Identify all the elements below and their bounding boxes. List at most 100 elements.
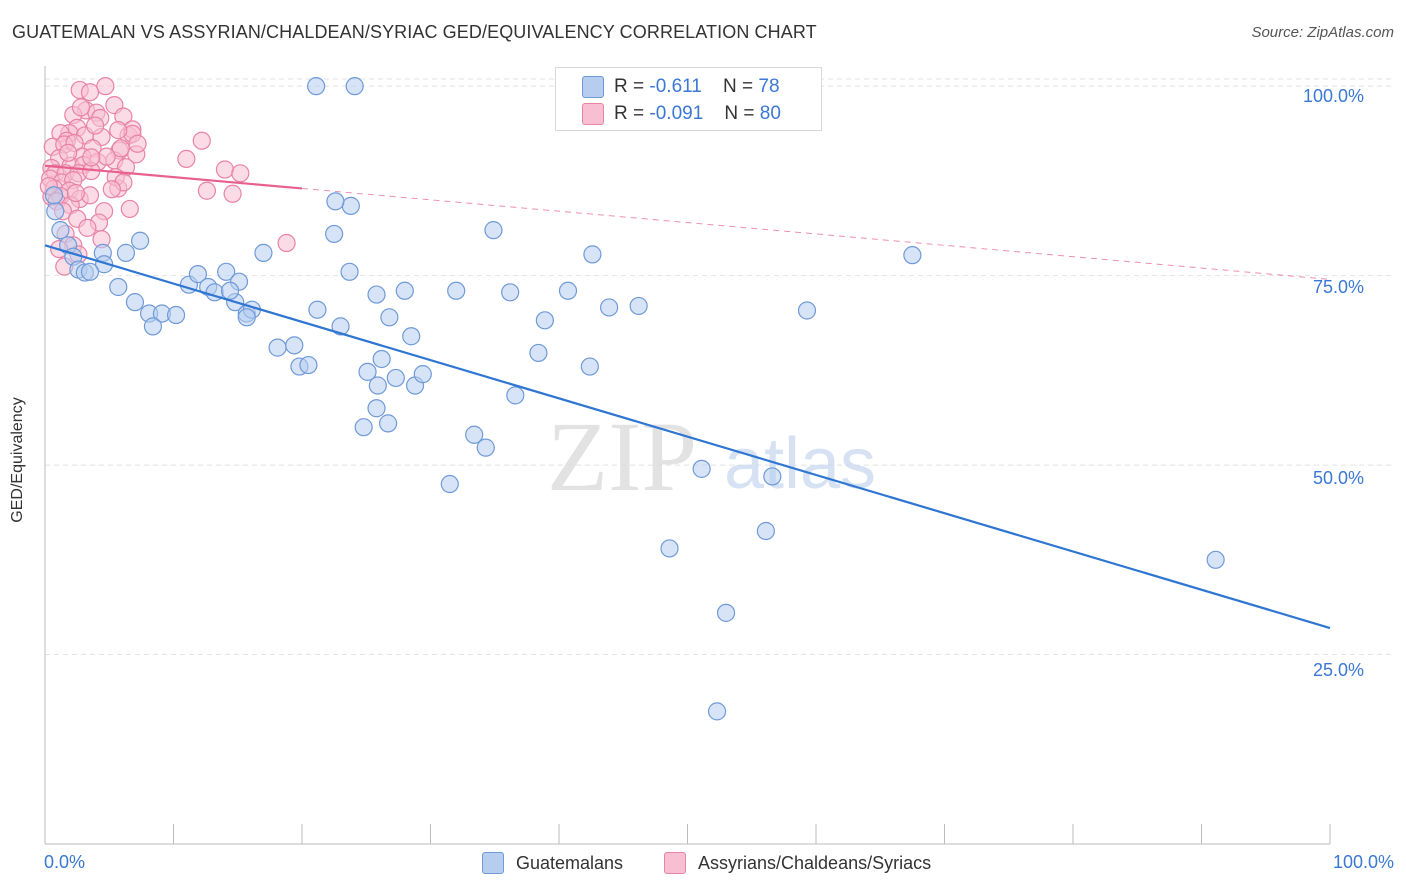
guatemalan-point	[285, 336, 304, 355]
y-tick-label-100: 100.0%	[1302, 86, 1364, 106]
guatemalan-point	[629, 296, 648, 316]
guatemalan-point	[1206, 550, 1225, 569]
guatemalan-point	[707, 702, 727, 721]
trend-lines	[44, 164, 1331, 630]
guatemalan-point	[345, 77, 364, 96]
guatemalan-trend-line	[44, 244, 1331, 630]
guatemalan-point	[402, 327, 421, 346]
guatemalan-point	[763, 467, 782, 486]
guatemalan-point	[529, 343, 548, 363]
guatemalan-point	[188, 265, 208, 284]
guatemalan-point	[583, 245, 602, 264]
assyrian-point	[215, 160, 234, 179]
guatemalan-point	[237, 308, 256, 327]
bottom-legend-swatch-pink	[664, 852, 686, 874]
chart-title: GUATEMALAN VS ASSYRIAN/CHALDEAN/SYRIAC G…	[12, 22, 817, 42]
assyrian-point	[177, 149, 196, 169]
bottom-legend-assyrians: Assyrians/Chaldeans/Syriacs	[664, 852, 931, 874]
legend-swatch-pink	[582, 103, 604, 125]
guatemalan-point	[484, 221, 503, 240]
assyrian-trend-line-solid	[44, 164, 303, 190]
bottom-legend-swatch-blue	[482, 852, 504, 874]
chart-source: Source: ZipAtlas.com	[1251, 24, 1394, 41]
guatemalan-point	[797, 301, 817, 320]
assyrian-point	[197, 181, 217, 200]
guatemalan-point	[358, 362, 377, 381]
assyrian-point	[223, 184, 242, 203]
guatemalan-point	[341, 196, 360, 215]
guatemalan-point	[217, 262, 236, 281]
guatemalan-point	[465, 425, 484, 444]
assyrian-point	[120, 199, 139, 219]
guatemalan-point	[340, 262, 359, 281]
guatemalan-point	[331, 317, 350, 336]
bottom-legend-guatemalans: Guatemalans	[482, 852, 623, 874]
assyrian-point	[111, 139, 130, 158]
x-tick-label-100: 100.0%	[1332, 852, 1394, 872]
assyrian-point	[96, 77, 115, 96]
legend-n-label: N =	[724, 103, 755, 124]
guatemalan-point	[716, 603, 736, 622]
guatemalan-point	[325, 224, 344, 244]
legend-n-label: N =	[722, 76, 754, 97]
guatemalan-point	[692, 459, 711, 478]
y-tick-label-50: 50.0%	[1312, 468, 1364, 488]
assyrian-point	[128, 134, 147, 153]
guatemalan-point	[380, 308, 399, 327]
legend-r-value: -0.091	[649, 103, 704, 124]
guatemalan-point	[386, 368, 405, 388]
y-axis-label: GED/Equivalency	[9, 397, 26, 523]
guatemalan-point	[116, 243, 136, 262]
x-tick-label-0: 0.0%	[44, 852, 86, 872]
bottom-legend-label-guatemalans: Guatemalans	[516, 852, 624, 873]
assyrian-point	[97, 147, 116, 166]
assyrian-point	[192, 131, 211, 150]
assyrian-point	[66, 183, 85, 203]
legend-r-label: R =	[614, 103, 645, 124]
guatemalan-point	[46, 202, 65, 221]
guatemalan-point	[506, 386, 525, 405]
guatemalan-point	[166, 305, 186, 325]
guatemalan-point	[80, 262, 100, 281]
guatemalan-point	[756, 521, 775, 541]
legend-text-guatemalans: R = -0.611 N = 78	[614, 76, 780, 98]
guatemalan-point	[501, 283, 520, 302]
watermark-zip: ZIP	[547, 401, 697, 512]
guatemalan-point	[326, 192, 345, 211]
guatemalan-point	[220, 281, 240, 300]
guatemalan-point	[307, 77, 326, 96]
assyrian-point	[102, 180, 121, 199]
assyrian-trend-line-dashed	[301, 187, 1331, 280]
assyrian-point	[80, 83, 100, 102]
guatemalan-point	[660, 539, 679, 558]
legend-r-value: -0.611	[649, 76, 702, 97]
guatemalan-point	[109, 277, 128, 297]
guatemalan-point	[308, 300, 327, 319]
guatemalan-point	[372, 349, 391, 369]
guatemalan-point	[600, 298, 619, 317]
guatemalan-point	[125, 293, 145, 312]
y-tick-label-25: 25.0%	[1312, 660, 1364, 680]
legend-n-value: 80	[759, 103, 781, 124]
guatemalan-point	[354, 418, 373, 437]
assyrian-point	[82, 148, 101, 167]
guatemalan-point	[378, 414, 398, 433]
guatemalan-point	[51, 221, 70, 240]
legend-n-value: 78	[758, 76, 780, 97]
watermark-atlas: atlas	[724, 424, 876, 504]
guatemalan-point	[580, 357, 599, 376]
y-axis-label-wrap: GED/Equivalency	[9, 397, 27, 522]
grid-lines	[45, 78, 1392, 656]
assyrian-point	[59, 143, 78, 162]
correlation-legend: R = -0.611 N = 78 R = -0.091 N = 80	[555, 67, 822, 131]
guatemalan-point	[95, 255, 114, 274]
assyrian-point	[71, 98, 91, 117]
guatemalan-point	[254, 243, 273, 262]
assyrian-point	[109, 121, 128, 140]
guatemalan-point	[130, 231, 150, 250]
bottom-legend-label-assyrians: Assyrians/Chaldeans/Syriacs	[698, 852, 932, 873]
guatemalan-point	[268, 338, 287, 357]
guatemalan-point	[447, 281, 466, 300]
guatemalan-point	[143, 317, 163, 336]
